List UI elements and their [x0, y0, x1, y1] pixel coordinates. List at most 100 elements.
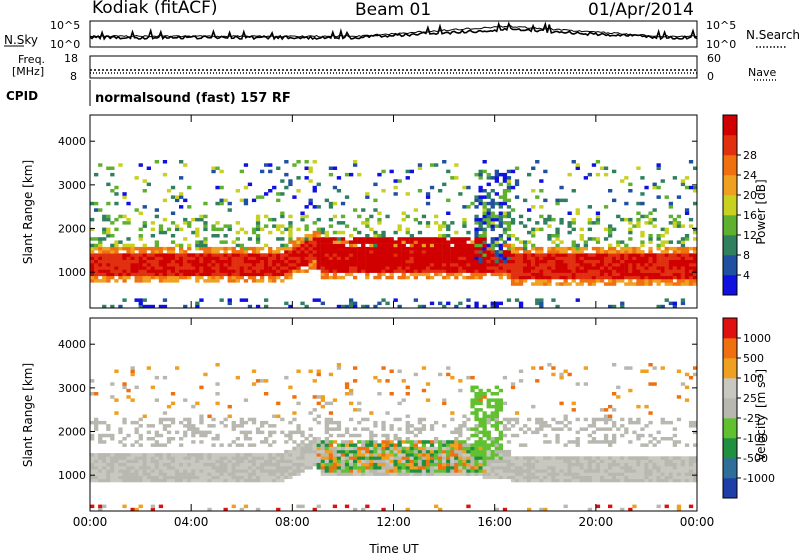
- heatmap-cell: [385, 466, 390, 470]
- heatmap-cell: [195, 279, 200, 283]
- heatmap-cell: [150, 443, 155, 447]
- heatmap-cell: [102, 269, 107, 273]
- heatmap-cell: [126, 253, 131, 257]
- heatmap-cell: [603, 259, 609, 264]
- heatmap-cell: [102, 217, 107, 222]
- heatmap-cell: [510, 266, 516, 270]
- heatmap-cell: [454, 466, 459, 470]
- heatmap-cell: [203, 272, 208, 277]
- heatmap-cell: [154, 266, 159, 270]
- heatmap-cell: [207, 266, 212, 270]
- heatmap-cell: [684, 478, 690, 483]
- heatmap-cell: [126, 266, 131, 270]
- heatmap-cell: [620, 469, 625, 473]
- heatmap-cell: [571, 272, 576, 277]
- heatmap-cell: [401, 472, 406, 476]
- heatmap-cell: [361, 208, 366, 212]
- heatmap-cell: [187, 275, 192, 280]
- heatmap-cell: [429, 243, 435, 248]
- colorbar-segment: [723, 478, 737, 499]
- heatmap-cell: [583, 272, 588, 277]
- heatmap-cell: [344, 504, 350, 509]
- heatmap-cell: [158, 417, 164, 422]
- heatmap-cell: [336, 443, 342, 447]
- heatmap-cell: [438, 462, 443, 467]
- heatmap-cell: [142, 279, 147, 283]
- heatmap-cell: [660, 256, 665, 260]
- heatmap-cell: [170, 459, 176, 463]
- heatmap-cell: [207, 456, 212, 460]
- heatmap-cell: [332, 462, 338, 467]
- heatmap-cell: [102, 420, 107, 425]
- heatmap-cell: [672, 475, 677, 480]
- heatmap-cell: [535, 263, 540, 267]
- heatmap-cell: [474, 301, 479, 306]
- heatmap-cell: [405, 263, 410, 267]
- heatmap-cell: [175, 466, 180, 470]
- heatmap-cell: [454, 304, 459, 309]
- heatmap-cell: [559, 375, 564, 380]
- heatmap-cell: [575, 437, 580, 441]
- colorbar-segment: [723, 175, 737, 196]
- heatmap-cell: [405, 449, 410, 454]
- heatmap-cell: [276, 414, 281, 418]
- heatmap-cell: [219, 253, 224, 257]
- heatmap-cell: [531, 259, 536, 264]
- heatmap-cell: [336, 469, 342, 473]
- heatmap-cell: [616, 395, 621, 399]
- heatmap-cell: [563, 253, 568, 257]
- heatmap-cell: [446, 272, 451, 277]
- heatmap-cell: [409, 253, 414, 257]
- heatmap-cell: [328, 253, 334, 257]
- heatmap-cell: [138, 246, 143, 251]
- heatmap-cell: [527, 466, 532, 470]
- heatmap-cell: [106, 269, 111, 273]
- heatmap-cell: [320, 462, 325, 467]
- heatmap-cell: [446, 466, 451, 470]
- heatmap-cell: [640, 466, 645, 470]
- heatmap-cell: [486, 259, 491, 264]
- heatmap-cell: [199, 240, 204, 244]
- heatmap-cell: [243, 272, 249, 277]
- heatmap-cell: [506, 169, 512, 174]
- heatmap-cell: [320, 259, 325, 264]
- heatmap-cell: [239, 246, 244, 251]
- heatmap-cell: [353, 443, 358, 447]
- heatmap-cell: [296, 469, 301, 473]
- heatmap-cell: [680, 243, 686, 248]
- heatmap-cell: [539, 466, 544, 470]
- heatmap-cell: [247, 259, 253, 264]
- heatmap-cell: [308, 443, 313, 447]
- heatmap-cell: [162, 253, 168, 257]
- heatmap-cell: [434, 250, 439, 254]
- heatmap-cell: [110, 272, 115, 277]
- heatmap-cell: [434, 163, 439, 167]
- heatmap-cell: [640, 462, 645, 467]
- heatmap-cell: [340, 433, 346, 438]
- colorbar-segment: [723, 155, 737, 176]
- colorbar-segment: [723, 135, 737, 156]
- heatmap-cell: [458, 472, 463, 476]
- heatmap-cell: [660, 478, 665, 483]
- heatmap-cell: [559, 266, 564, 270]
- heatmap-cell: [620, 256, 625, 260]
- heatmap-cell: [255, 507, 261, 512]
- heatmap-cell: [636, 253, 641, 257]
- heatmap-cell: [272, 456, 277, 460]
- heatmap-cell: [628, 263, 633, 267]
- heatmap-cell: [150, 424, 155, 428]
- heatmap-cell: [644, 456, 649, 460]
- heatmap-cell: [231, 266, 236, 270]
- heatmap-cell: [648, 237, 653, 241]
- heatmap-cell: [656, 269, 661, 273]
- heatmap-cell: [114, 253, 119, 257]
- heatmap-cell: [563, 443, 568, 447]
- heatmap-cell: [138, 237, 143, 241]
- heatmap-cell: [644, 472, 649, 476]
- heatmap-cell: [531, 227, 536, 232]
- heatmap-cell: [195, 301, 200, 306]
- heatmap-cell: [628, 507, 633, 512]
- heatmap-cell: [154, 240, 159, 244]
- heatmap-cell: [401, 456, 406, 460]
- heatmap-cell: [425, 462, 431, 467]
